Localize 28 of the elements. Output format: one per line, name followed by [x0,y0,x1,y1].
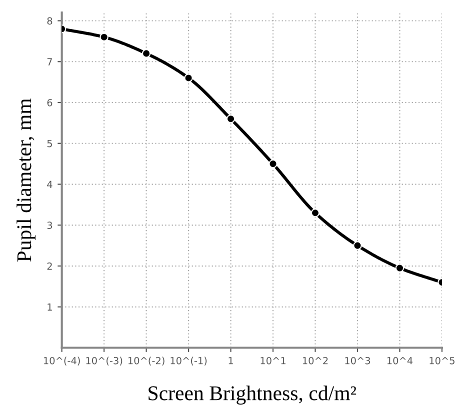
y-tick-label: 6 [47,98,52,106]
y-tick-label: 5 [47,140,52,148]
point [184,74,193,82]
point [226,114,236,124]
y-tick-label: 2 [47,262,52,270]
y-tick-label: 8 [47,17,52,25]
y-tick-label: 4 [47,180,52,188]
x-tick-label: 10^2 [302,356,328,364]
point [310,208,320,218]
point [142,49,151,58]
point [395,264,404,272]
x-tick-label: 10^3 [345,356,370,364]
x-axis-title: Screen Brightness, cd/m² [148,386,356,405]
y-axis-title: Pupil diameter, mm [16,98,36,262]
y-tick-label: 3 [47,222,52,229]
x-tick-label: 10^5 [430,356,454,364]
y-tick-label: 7 [47,58,52,66]
x-tick-label: 10^(-2) [128,356,164,366]
point [353,241,362,250]
y-tick-label: 1 [48,304,52,311]
x-tick-label: 10^(-1) [170,356,207,366]
x-tick-label: 10^(-3) [86,356,122,366]
point [100,32,108,42]
x-tick-label: 10^1 [260,356,286,364]
x-tick-label: 10^(-4) [44,356,80,366]
point [268,159,278,168]
x-tick-label: 1 [228,357,233,364]
x-tick-label: 10^4 [387,356,413,364]
